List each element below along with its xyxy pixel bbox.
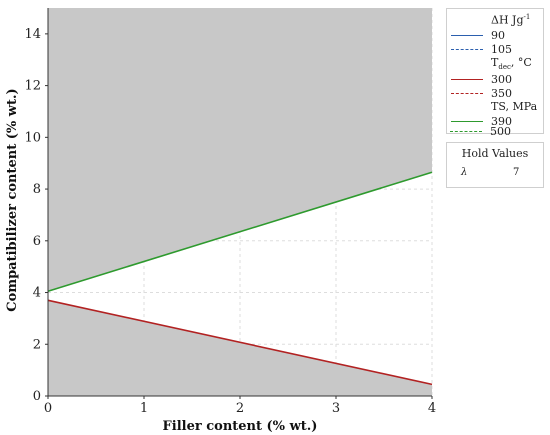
x-tick-label: 1 bbox=[140, 401, 148, 416]
legend-header-tdec: Tdec, °C bbox=[491, 56, 532, 72]
y-tick-label: 8 bbox=[33, 182, 41, 197]
series-lines bbox=[47, 171, 433, 386]
x-tick-labels: 0 1 2 3 4 bbox=[44, 401, 436, 416]
legend-swatch bbox=[451, 92, 483, 94]
x-tick-label: 4 bbox=[428, 401, 436, 416]
shaded-region-upper bbox=[48, 8, 432, 292]
infeasible-shading bbox=[48, 8, 432, 396]
legend-swatch bbox=[450, 130, 482, 132]
legend-header-enthalpy: ΔH Jg-1 bbox=[491, 13, 531, 27]
legend-swatch bbox=[451, 120, 483, 122]
x-tick-label: 3 bbox=[332, 401, 340, 416]
legend-item-90: 90 bbox=[451, 28, 505, 42]
legend: ΔH Jg-1 90 105 Tdec, °C 300 350 TS, MPa … bbox=[446, 8, 544, 134]
hold-values-value: 7 bbox=[513, 167, 520, 178]
x-axis-title: Filler content (% wt.) bbox=[163, 419, 318, 434]
y-tick-label: 10 bbox=[24, 130, 41, 145]
y-tick-label: 0 bbox=[33, 389, 41, 404]
y-tick-label: 12 bbox=[24, 79, 41, 94]
y-tick-label: 6 bbox=[33, 234, 41, 249]
x-tick-label: 0 bbox=[44, 401, 52, 416]
legend-swatch bbox=[451, 78, 483, 80]
legend-swatch bbox=[451, 48, 483, 50]
y-tick-label: 4 bbox=[33, 286, 41, 301]
axes bbox=[45, 8, 433, 399]
y-tick-labels: 0 2 4 6 8 10 12 14 bbox=[24, 27, 41, 404]
legend-item-105: 105 bbox=[451, 42, 512, 56]
legend-header-ts: TS, MPa bbox=[491, 100, 538, 113]
hold-values-panel: Hold Values λ 7 bbox=[446, 142, 544, 188]
y-tick-label: 14 bbox=[24, 27, 41, 42]
series-line-300 bbox=[47, 299, 433, 386]
legend-item-350: 350 bbox=[451, 86, 512, 100]
legend-item-300: 300 bbox=[451, 72, 512, 86]
series-line-390 bbox=[47, 171, 433, 293]
legend-item-500: 500 bbox=[450, 124, 511, 138]
y-axis-title: Compatibilizer content (% wt.) bbox=[5, 88, 20, 311]
shaded-region-lower bbox=[48, 300, 432, 396]
y-tick-label: 2 bbox=[33, 337, 41, 352]
hold-values-param: λ bbox=[461, 167, 468, 178]
legend-item-390: 390 bbox=[451, 114, 512, 128]
hold-values-title: Hold Values bbox=[461, 147, 529, 160]
legend-swatch bbox=[451, 34, 483, 36]
x-tick-label: 2 bbox=[236, 401, 244, 416]
